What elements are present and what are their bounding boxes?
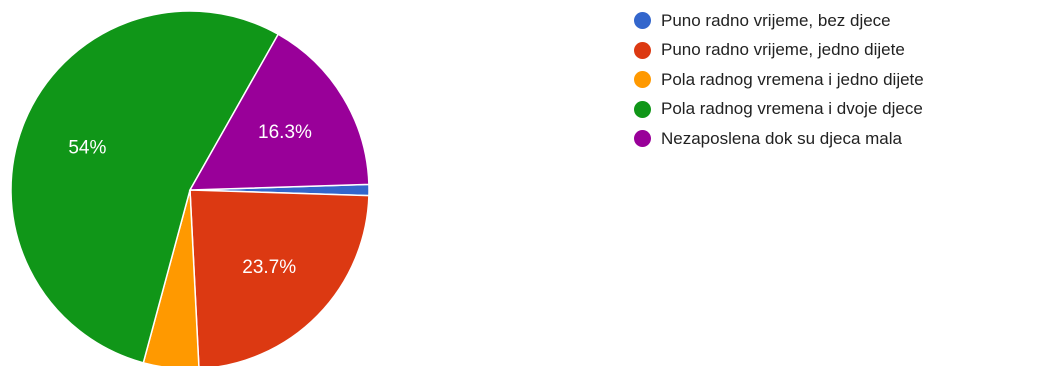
legend-label: Pola radnog vremena i dvoje djece	[661, 99, 923, 119]
pie-slice-2	[189, 189, 370, 366]
legend-item-4: Pola radnog vremena i dvoje djece	[634, 95, 924, 125]
pie-slice-5	[188, 33, 370, 191]
legend-color-dot	[634, 71, 651, 89]
legend-item-5: Nezaposlena dok su djeca mala	[634, 124, 924, 154]
legend-color-dot	[634, 100, 651, 118]
pie-slice-labels: 23.7% 54% 16.3%	[68, 122, 312, 278]
slice-label-4: 54%	[68, 137, 106, 158]
legend-item-2: Puno radno vrijeme, jedno dijete	[634, 36, 924, 66]
legend-label: Puno radno vrijeme, bez djece	[661, 10, 891, 30]
pie-slice-4	[10, 10, 280, 364]
legend-color-dot	[634, 12, 651, 30]
slice-label-2: 23.7%	[242, 257, 296, 278]
pie-chart: 23.7% 54% 16.3%	[10, 10, 370, 366]
legend-color-dot	[634, 130, 651, 148]
slice-label-5: 16.3%	[258, 122, 312, 143]
legend-label: Puno radno vrijeme, jedno dijete	[661, 40, 905, 60]
legend-item-3: Pola radnog vremena i jedno dijete	[634, 65, 924, 95]
legend-item-1: Puno radno vrijeme, bez djece	[634, 6, 924, 36]
legend-color-dot	[634, 41, 651, 59]
pie-slices	[10, 10, 370, 366]
legend-label: Pola radnog vremena i jedno dijete	[661, 69, 924, 89]
legend-label: Nezaposlena dok su djeca mala	[661, 128, 902, 148]
chart-legend: Puno radno vrijeme, bez djece Puno radno …	[634, 6, 924, 154]
